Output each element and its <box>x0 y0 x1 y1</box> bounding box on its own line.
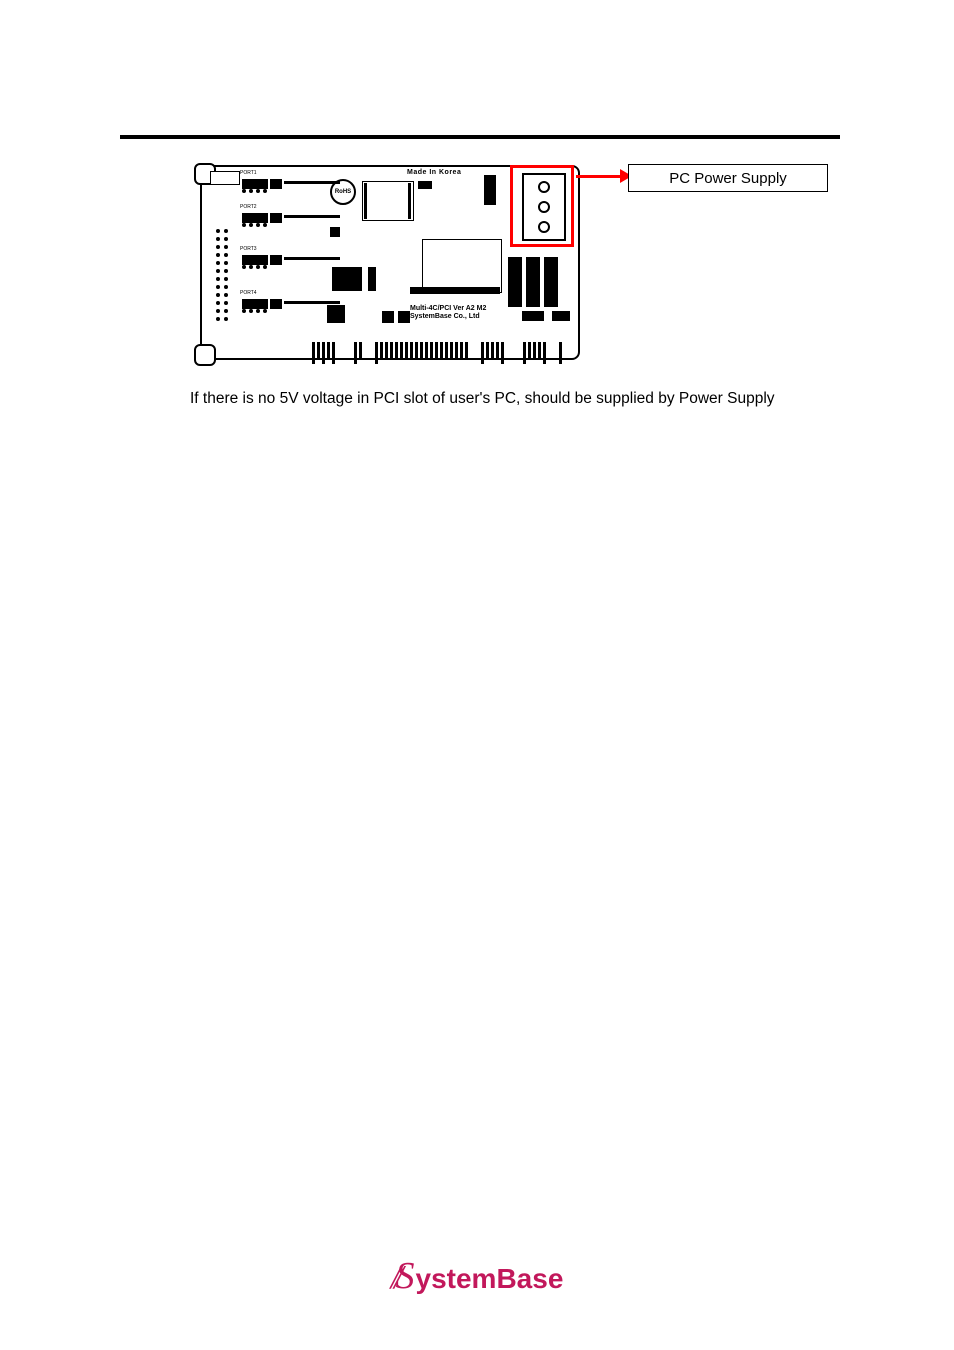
port-label: PORT4 <box>240 290 257 296</box>
power-label-text: PC Power Supply <box>669 170 787 187</box>
ic-outline <box>422 239 502 293</box>
chip <box>508 257 522 307</box>
chip <box>332 267 362 291</box>
chip <box>418 181 432 189</box>
chip <box>552 311 570 321</box>
port-label: PORT3 <box>240 246 257 252</box>
chip <box>410 287 500 294</box>
db-connector-pins <box>216 229 234 339</box>
chip <box>408 183 411 219</box>
pcb-figure: PORT1 PORT2 PORT3 PORT4 RoHS <box>200 165 830 365</box>
power-label-box: PC Power Supply <box>628 164 828 192</box>
chip <box>330 227 340 237</box>
port-label: PORT1 <box>240 170 257 176</box>
callout-arrow <box>576 175 628 178</box>
figure-caption: If there is no 5V voltage in PCI slot of… <box>190 387 830 410</box>
chip <box>368 267 376 291</box>
rohs-text: RoHS <box>335 189 351 195</box>
logo-rest: ystemBase <box>416 1263 564 1295</box>
board-line2: SystemBase Co., Ltd <box>410 313 480 320</box>
chip <box>484 175 496 205</box>
board-line1: Multi-4C/PCI Ver A2 M2 <box>410 305 486 312</box>
chip <box>544 257 558 307</box>
chip <box>327 305 345 323</box>
hdr-block <box>210 171 240 185</box>
chip <box>364 183 367 219</box>
chip <box>382 311 394 323</box>
pci-edge-connector <box>312 342 572 364</box>
top-rule <box>120 135 840 139</box>
systembase-logo: //SystemBase <box>0 1254 954 1298</box>
rohs-badge: RoHS <box>330 179 356 205</box>
board-id: Multi-4C/PCI Ver A2 M2 SystemBase Co., L… <box>410 305 486 320</box>
ic-outline <box>362 181 414 221</box>
page: PORT1 PORT2 PORT3 PORT4 RoHS <box>0 0 954 1350</box>
port-label: PORT2 <box>240 204 257 210</box>
logo-s: S <box>396 1254 415 1298</box>
chip <box>398 311 410 323</box>
chip <box>526 257 540 307</box>
power-highlight-box <box>510 165 574 247</box>
made-in-label: Made In Korea <box>407 169 461 176</box>
pci-bracket <box>194 167 204 362</box>
chip <box>522 311 544 321</box>
